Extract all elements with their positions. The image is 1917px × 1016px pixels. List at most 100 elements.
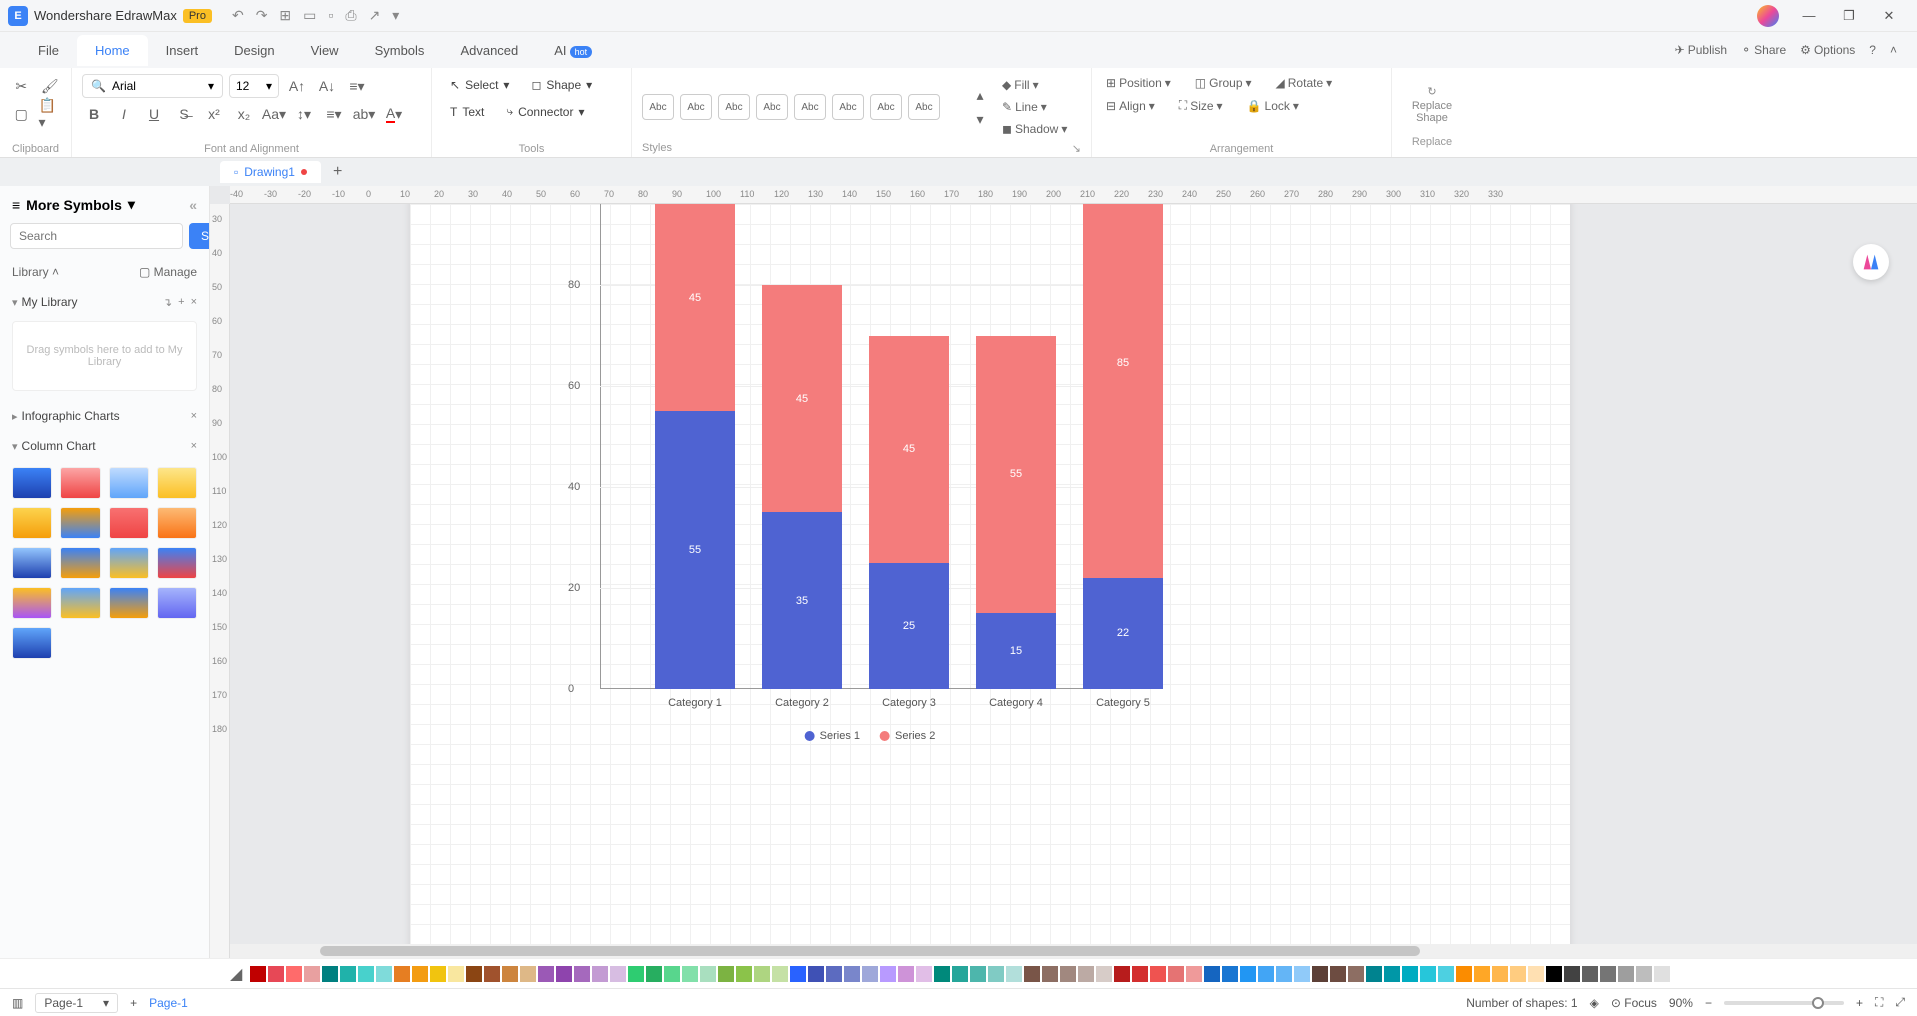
color-swatch[interactable] bbox=[1474, 966, 1490, 982]
color-swatch[interactable] bbox=[970, 966, 986, 982]
size-dropdown[interactable]: ⛶ Size▾ bbox=[1175, 96, 1227, 115]
styles-dialog-icon[interactable]: ↘ bbox=[1072, 142, 1081, 155]
search-button[interactable]: Search bbox=[189, 223, 210, 249]
add-page-button[interactable]: + bbox=[130, 996, 137, 1010]
scrollbar-thumb[interactable] bbox=[320, 946, 1420, 956]
print-icon[interactable]: ⎙ bbox=[345, 7, 356, 24]
color-swatch[interactable] bbox=[700, 966, 716, 982]
strike-icon[interactable]: S̶ bbox=[172, 102, 196, 126]
color-swatch[interactable] bbox=[1384, 966, 1400, 982]
zoom-out-button[interactable]: − bbox=[1705, 996, 1712, 1010]
save-icon[interactable]: ▫ bbox=[328, 7, 333, 24]
chevron-down-icon[interactable]: ▾ bbox=[128, 196, 135, 213]
menu-file[interactable]: File bbox=[20, 35, 77, 66]
color-swatch[interactable] bbox=[1564, 966, 1580, 982]
menu-symbols[interactable]: Symbols bbox=[357, 35, 443, 66]
color-swatch[interactable] bbox=[682, 966, 698, 982]
color-swatch[interactable] bbox=[1402, 966, 1418, 982]
color-swatch[interactable] bbox=[484, 966, 500, 982]
color-swatch[interactable] bbox=[1366, 966, 1382, 982]
color-swatch[interactable] bbox=[1258, 966, 1274, 982]
style-swatch[interactable]: Abc bbox=[794, 94, 826, 120]
chart-thumb[interactable] bbox=[109, 467, 149, 499]
minimize-button[interactable]: — bbox=[1789, 8, 1829, 23]
redo-icon[interactable]: ↷ bbox=[256, 7, 268, 24]
fullscreen-icon[interactable]: ⤢ bbox=[1895, 995, 1905, 1010]
section-infographic[interactable]: ▸ Infographic Charts × bbox=[0, 401, 209, 431]
publish-button[interactable]: ✈Publish bbox=[1675, 43, 1727, 57]
select-tool[interactable]: ↖ Select ▾ bbox=[442, 74, 517, 96]
color-swatch[interactable] bbox=[358, 966, 374, 982]
italic-icon[interactable]: I bbox=[112, 102, 136, 126]
highlight-icon[interactable]: ab▾ bbox=[352, 102, 376, 126]
color-swatch[interactable] bbox=[1438, 966, 1454, 982]
group-dropdown[interactable]: ◫ Group▾ bbox=[1191, 74, 1256, 92]
styles-down-icon[interactable]: ▾ bbox=[968, 107, 992, 131]
shape-tool[interactable]: ◻ Shape ▾ bbox=[523, 74, 600, 96]
color-swatch[interactable] bbox=[1294, 966, 1310, 982]
color-swatch[interactable] bbox=[538, 966, 554, 982]
replace-shape-button[interactable]: ↻ Replace Shape bbox=[1402, 74, 1462, 134]
collapse-sidebar-icon[interactable]: « bbox=[189, 197, 197, 213]
style-swatch[interactable]: Abc bbox=[870, 94, 902, 120]
new-icon[interactable]: ⊞ bbox=[279, 7, 291, 24]
style-swatch[interactable]: Abc bbox=[908, 94, 940, 120]
color-swatch[interactable] bbox=[322, 966, 338, 982]
import-icon[interactable]: ↴ bbox=[163, 296, 172, 309]
color-swatch[interactable] bbox=[1006, 966, 1022, 982]
underline-icon[interactable]: U bbox=[142, 102, 166, 126]
font-family-select[interactable]: 🔍▾ bbox=[82, 74, 223, 98]
cut-icon[interactable]: ✂ bbox=[10, 74, 33, 98]
fit-page-icon[interactable]: ⛶ bbox=[1875, 995, 1883, 1010]
color-swatch[interactable] bbox=[268, 966, 284, 982]
chart-thumb[interactable] bbox=[60, 547, 100, 579]
color-swatch[interactable] bbox=[610, 966, 626, 982]
color-swatch[interactable] bbox=[1510, 966, 1526, 982]
chart-thumb[interactable] bbox=[109, 547, 149, 579]
style-swatch[interactable]: Abc bbox=[718, 94, 750, 120]
color-swatch[interactable] bbox=[1456, 966, 1472, 982]
color-swatch[interactable] bbox=[880, 966, 896, 982]
color-swatch[interactable] bbox=[430, 966, 446, 982]
color-swatch[interactable] bbox=[1618, 966, 1634, 982]
paste-icon[interactable]: 📋▾ bbox=[39, 102, 62, 126]
chart-thumb[interactable] bbox=[12, 587, 52, 619]
qat-more-icon[interactable]: ▾ bbox=[392, 7, 399, 24]
style-swatch[interactable]: Abc bbox=[756, 94, 788, 120]
chart-thumb[interactable] bbox=[157, 587, 197, 619]
color-swatch[interactable] bbox=[394, 966, 410, 982]
menu-home[interactable]: Home bbox=[77, 35, 148, 66]
outline-icon[interactable]: ▥ bbox=[12, 996, 23, 1010]
color-swatch[interactable] bbox=[1132, 966, 1148, 982]
rotate-dropdown[interactable]: ◢ Rotate▾ bbox=[1272, 74, 1337, 92]
stacked-bar-chart[interactable]: Series 1 Series 2 0204060801004555Catego… bbox=[560, 204, 1180, 764]
close-icon[interactable]: × bbox=[191, 440, 197, 452]
color-swatch[interactable] bbox=[844, 966, 860, 982]
chart-thumb[interactable] bbox=[109, 507, 149, 539]
color-swatch[interactable] bbox=[988, 966, 1004, 982]
menu-ai[interactable]: AIhot bbox=[536, 35, 610, 66]
style-swatch[interactable]: Abc bbox=[680, 94, 712, 120]
color-swatch[interactable] bbox=[340, 966, 356, 982]
color-swatch[interactable] bbox=[772, 966, 788, 982]
zoom-in-button[interactable]: + bbox=[1856, 996, 1863, 1010]
help-button[interactable]: ? bbox=[1869, 43, 1876, 57]
superscript-icon[interactable]: x² bbox=[202, 102, 226, 126]
color-swatch[interactable] bbox=[466, 966, 482, 982]
color-swatch[interactable] bbox=[1492, 966, 1508, 982]
color-swatch[interactable] bbox=[1636, 966, 1652, 982]
color-swatch[interactable] bbox=[520, 966, 536, 982]
color-swatch[interactable] bbox=[412, 966, 428, 982]
color-swatch[interactable] bbox=[1600, 966, 1616, 982]
chart-thumb[interactable] bbox=[60, 467, 100, 499]
color-swatch[interactable] bbox=[1348, 966, 1364, 982]
zoom-slider[interactable] bbox=[1724, 1001, 1844, 1005]
color-swatch[interactable] bbox=[250, 966, 266, 982]
share-button[interactable]: ⚬Share bbox=[1741, 43, 1786, 57]
bold-icon[interactable]: B bbox=[82, 102, 106, 126]
color-swatch[interactable] bbox=[898, 966, 914, 982]
color-swatch[interactable] bbox=[502, 966, 518, 982]
bucket-icon[interactable]: ◢ bbox=[230, 964, 242, 984]
text-tool[interactable]: T Text bbox=[442, 101, 492, 123]
color-swatch[interactable] bbox=[592, 966, 608, 982]
